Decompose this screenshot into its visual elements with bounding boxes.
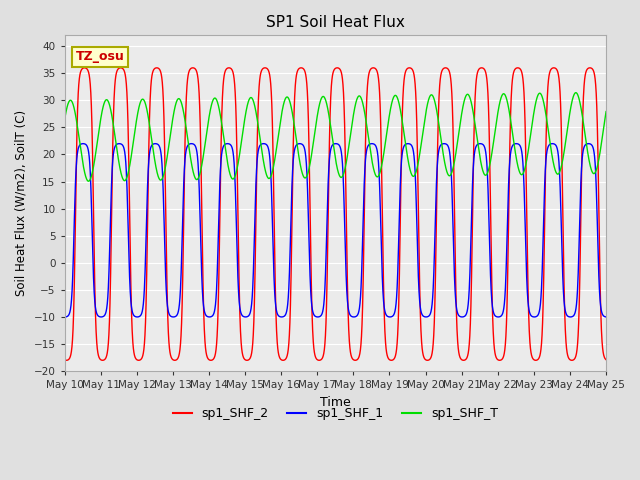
sp1_SHF_T [385, 112, 393, 118]
sp1_SHF_2 [61, 357, 68, 362]
sp1_SHF_T [465, 92, 472, 98]
sp1_SHF_2 [135, 358, 143, 363]
sp1_SHF_2 [268, 96, 275, 102]
sp1_SHF_1 [386, 314, 394, 320]
sp1_SHF_2 [385, 357, 393, 362]
Line: sp1_SHF_1: sp1_SHF_1 [65, 144, 606, 317]
sp1_SHF_1 [368, 141, 376, 146]
sp1_SHF_2 [159, 91, 167, 96]
sp1_SHF_2 [413, 122, 420, 128]
Legend: sp1_SHF_2, sp1_SHF_1, sp1_SHF_T: sp1_SHF_2, sp1_SHF_1, sp1_SHF_T [168, 402, 503, 425]
Line: sp1_SHF_2: sp1_SHF_2 [65, 68, 606, 360]
sp1_SHF_1 [61, 314, 68, 320]
sp1_SHF_T [159, 174, 167, 180]
sp1_SHF_T [61, 117, 68, 122]
sp1_SHF_T [84, 179, 92, 184]
sp1_SHF_2 [465, 347, 472, 353]
Text: TZ_osu: TZ_osu [76, 50, 124, 63]
sp1_SHF_1 [602, 314, 610, 320]
sp1_SHF_1 [465, 294, 473, 300]
sp1_SHF_1 [268, 191, 275, 196]
sp1_SHF_2 [478, 65, 486, 71]
sp1_SHF_T [602, 108, 610, 114]
sp1_SHF_1 [159, 181, 167, 187]
sp1_SHF_2 [602, 357, 610, 362]
sp1_SHF_2 [506, 136, 514, 142]
sp1_SHF_T [506, 112, 514, 118]
sp1_SHF_T [268, 171, 275, 177]
sp1_SHF_T [413, 166, 420, 172]
sp1_SHF_T [572, 90, 580, 96]
sp1_SHF_1 [170, 314, 177, 320]
X-axis label: Time: Time [320, 396, 351, 408]
Title: SP1 Soil Heat Flux: SP1 Soil Heat Flux [266, 15, 404, 30]
Y-axis label: Soil Heat Flux (W/m2), SoilT (C): Soil Heat Flux (W/m2), SoilT (C) [15, 110, 28, 296]
Line: sp1_SHF_T: sp1_SHF_T [65, 93, 606, 181]
sp1_SHF_1 [506, 156, 514, 161]
sp1_SHF_1 [413, 225, 420, 231]
